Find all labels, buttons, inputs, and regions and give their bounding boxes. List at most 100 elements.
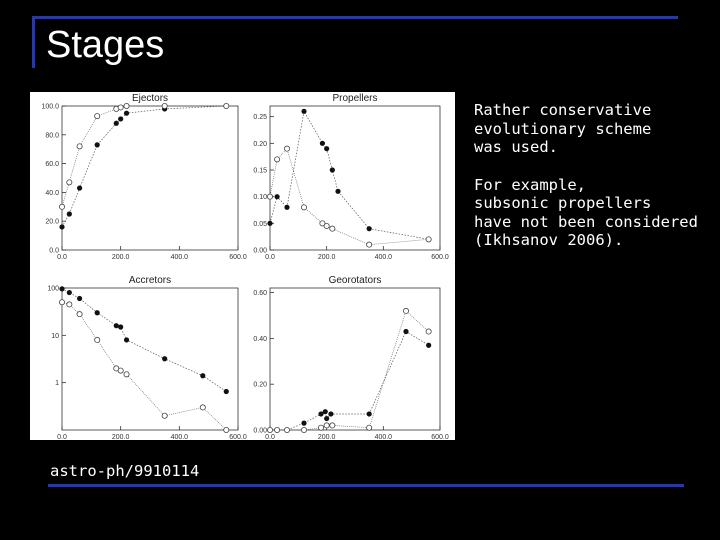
x-tick-label: 200.0 xyxy=(318,254,336,261)
data-point-open xyxy=(425,236,432,243)
series-line xyxy=(61,288,227,392)
data-point-filled xyxy=(284,204,290,210)
y-tick-label: 10 xyxy=(51,333,59,340)
x-tick-label: 200.0 xyxy=(318,434,336,440)
data-point-filled xyxy=(118,116,124,122)
x-tick-label: 400.0 xyxy=(171,434,189,440)
x-tick-label: 0.0 xyxy=(265,434,275,440)
data-point-filled xyxy=(118,324,124,330)
data-point-open xyxy=(123,371,130,378)
data-point-filled xyxy=(324,415,330,422)
y-tick-label: 0.00 xyxy=(253,248,267,255)
x-tick-label: 600.0 xyxy=(229,254,247,261)
series-line xyxy=(270,330,429,431)
series-line xyxy=(61,301,227,431)
x-tick-label: 200.0 xyxy=(112,434,130,440)
data-point-open xyxy=(223,102,230,109)
panel-3: Accretors 0.0 200.0 400.0 600.0 1 10 100 xyxy=(47,275,247,440)
data-point-open xyxy=(300,426,307,433)
series-line xyxy=(269,148,429,246)
data-point-open xyxy=(274,156,281,163)
y-tick-label: 0.20 xyxy=(253,141,267,148)
data-point-open xyxy=(94,336,101,343)
y-tick-label: 60.0 xyxy=(45,161,59,168)
data-point-filled xyxy=(366,226,372,232)
y-tick-label: 100 xyxy=(47,286,59,293)
paragraph-1: Rather conservative evolutionary scheme … xyxy=(474,101,652,156)
panel-2: Propellers 0.0 200.0 400.0 600.0 0.00 0.05 0.10… xyxy=(253,93,448,261)
data-point-open xyxy=(199,404,206,411)
data-point-filled xyxy=(94,310,100,316)
data-point-open xyxy=(266,193,273,200)
data-point-filled xyxy=(162,356,168,362)
series-line xyxy=(61,105,227,228)
data-point-open xyxy=(283,426,290,433)
data-point-filled xyxy=(301,420,307,426)
data-point-filled xyxy=(267,220,273,226)
panel-1: Ejectors 0.0 200.0 400.0 600.0 0.0 20.0 40.0 60.… xyxy=(41,93,246,261)
reference-label: astro-ph/9910114 xyxy=(50,462,200,480)
data-point-filled xyxy=(329,167,335,173)
x-tick-label: 0.0 xyxy=(57,254,67,261)
data-point-open xyxy=(329,225,336,232)
panel-title: Propellers xyxy=(332,93,377,104)
data-point-filled xyxy=(123,110,130,116)
data-point-filled xyxy=(274,194,280,200)
panel-title: Ejectors xyxy=(132,93,168,104)
x-tick-label: 400.0 xyxy=(171,254,189,261)
data-point-open xyxy=(58,203,65,210)
data-point-open xyxy=(266,426,273,433)
data-point-open xyxy=(366,241,373,248)
y-tick-label: 0.05 xyxy=(253,221,267,228)
y-tick-label: 0.15 xyxy=(253,168,267,175)
data-point-open xyxy=(223,426,230,433)
data-point-filled xyxy=(223,388,229,395)
x-tick-label: 0.0 xyxy=(57,434,67,440)
plot-frame xyxy=(61,287,239,431)
data-point-open xyxy=(76,311,83,318)
frame-top-line xyxy=(32,16,678,19)
y-tick-label: 40.0 xyxy=(45,190,59,197)
data-point-open xyxy=(274,426,281,433)
data-point-open xyxy=(161,412,168,419)
y-tick-label: 0.25 xyxy=(253,114,267,121)
data-point-filled xyxy=(94,142,100,148)
paragraph-2: For example, subsonic propellers have no… xyxy=(474,175,698,250)
x-tick-label: 0.0 xyxy=(265,254,275,261)
data-point-open xyxy=(58,299,65,306)
data-point-filled xyxy=(318,411,324,417)
x-tick-label: 400.0 xyxy=(375,434,393,440)
x-tick-label: 600.0 xyxy=(431,254,449,261)
x-tick-label: 400.0 xyxy=(375,254,393,261)
figure-panel: Ejectors 0.0 200.0 400.0 600.0 0.0 20.0 40.0 60.… xyxy=(30,92,455,440)
data-point-open xyxy=(283,145,290,152)
data-point-filled xyxy=(77,295,83,302)
data-point-open xyxy=(117,367,124,374)
data-point-filled xyxy=(59,286,65,292)
panel-4: Georotators 0.0 200.0 400.0 600.0 0.00 0.20 0.4… xyxy=(253,275,448,440)
y-tick-label: 0.10 xyxy=(253,194,267,201)
data-point-filled xyxy=(113,120,119,126)
data-point-open xyxy=(76,143,83,150)
series-line xyxy=(269,110,429,240)
data-point-filled xyxy=(324,146,330,152)
data-point-filled xyxy=(301,108,307,114)
y-tick-label: 80.0 xyxy=(45,132,59,139)
data-point-filled xyxy=(426,342,432,348)
y-tick-label: 20.0 xyxy=(45,219,59,226)
y-tick-label: 0.00 xyxy=(253,428,267,435)
data-point-open xyxy=(366,424,373,431)
y-tick-label: 1 xyxy=(55,380,59,387)
data-point-open xyxy=(117,104,124,111)
data-point-filled xyxy=(200,373,206,379)
y-tick-label: 0.20 xyxy=(253,382,267,389)
data-point-filled xyxy=(66,211,72,217)
y-tick-label: 0.0 xyxy=(49,248,59,255)
data-point-filled xyxy=(66,289,72,296)
x-tick-label: 600.0 xyxy=(229,434,247,440)
data-point-open xyxy=(402,307,409,314)
data-point-filled xyxy=(77,185,83,191)
data-point-open xyxy=(319,220,326,227)
data-point-filled xyxy=(403,328,409,335)
data-point-open xyxy=(66,179,73,186)
